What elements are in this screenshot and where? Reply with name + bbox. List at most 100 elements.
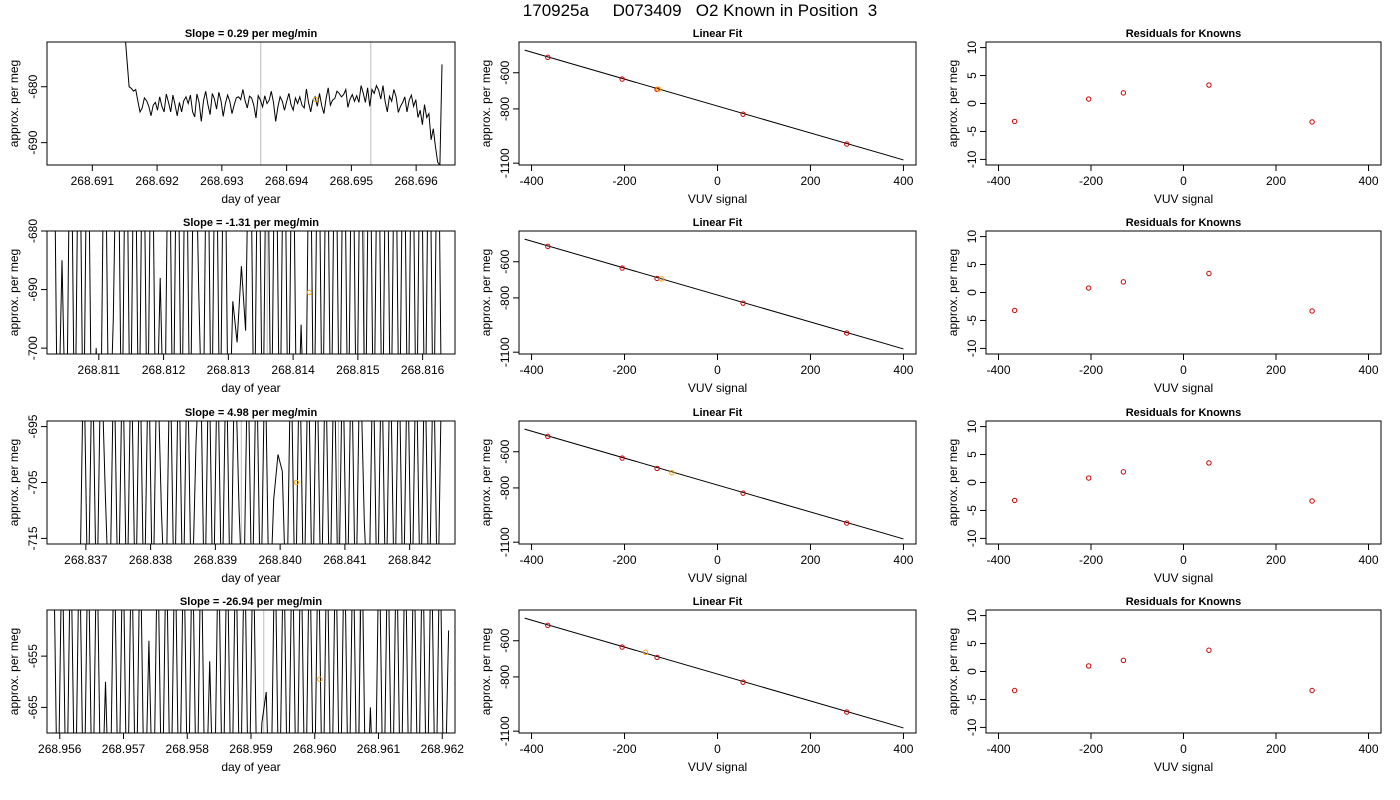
x-axis-label: VUV signal <box>688 192 747 206</box>
x-tick-label: 268.814 <box>271 363 315 377</box>
panel-2-3: Residuals for Knowns -400 -200 0 200 400 -10 -5… <box>946 217 1382 395</box>
plot-area <box>1011 647 1315 694</box>
y-tick-label: -715 <box>26 526 40 550</box>
plot-area <box>524 238 904 350</box>
known-point <box>654 654 660 661</box>
known-point <box>545 243 551 250</box>
y-tick-label: -665 <box>26 695 40 719</box>
known-point <box>619 265 625 271</box>
x-tick-label: 268.839 <box>194 553 238 567</box>
plot-area <box>524 617 904 729</box>
x-tick-label: 268.956 <box>38 742 82 756</box>
panel-1-3: Residuals for Knowns -400 -200 0 200 400 -10 -5… <box>946 28 1382 206</box>
panel-2-2: Linear Fit -400 -200 0 200 400 -600 -800 -1100 VU… <box>479 217 917 395</box>
x-tick-label: 0 <box>1180 174 1187 188</box>
plot-area <box>1011 460 1315 504</box>
x-tick-label: 200 <box>1266 174 1286 188</box>
data-series-line <box>125 42 443 165</box>
x-tick-label: -200 <box>1079 363 1103 377</box>
panel-1-2: Linear Fit -400 -200 0 200 400 -600 -800 -1100 VU… <box>479 28 917 206</box>
y-tick-label: -680 <box>26 219 40 243</box>
known-point <box>1120 90 1127 96</box>
plot-area <box>1011 270 1315 314</box>
x-tick-label: 400 <box>1358 363 1378 377</box>
known-point <box>1011 118 1018 125</box>
x-tick-label: 268.837 <box>64 553 108 567</box>
y-tick-label: 10 <box>965 420 979 434</box>
y-tick-label: -600 <box>498 249 512 273</box>
panel-3-1: Slope = 4.98 per meg/min 268.837 268.838 26… <box>7 407 456 585</box>
plot-area <box>125 42 443 165</box>
plot-frame <box>985 230 1382 355</box>
y-tick-label: -705 <box>26 470 40 494</box>
y-axis-label: approx. per meg <box>479 439 493 526</box>
panel-title: Linear Fit <box>693 28 743 40</box>
plot-area <box>524 428 904 540</box>
x-tick-label: 268.694 <box>265 174 309 188</box>
y-tick-label: 0 <box>965 100 979 107</box>
known-point <box>1206 647 1212 653</box>
x-axis-label: day of year <box>221 381 280 395</box>
x-tick-label: -200 <box>1079 553 1103 567</box>
known-point <box>545 622 551 629</box>
y-tick-label: -600 <box>498 628 512 652</box>
x-tick-label: 400 <box>893 742 913 756</box>
x-tick-label: 200 <box>800 553 820 567</box>
fit-line <box>524 617 904 729</box>
y-tick-label: 10 <box>965 609 979 623</box>
sample-point <box>669 470 675 476</box>
x-tick-label: 268.961 <box>357 742 401 756</box>
y-axis-label: approx. per meg <box>479 249 493 336</box>
x-tick-label: -200 <box>613 363 637 377</box>
x-tick-label: 200 <box>800 742 820 756</box>
panel-title: Linear Fit <box>693 407 743 419</box>
known-point <box>1085 96 1092 102</box>
x-tick-label: 0 <box>1180 553 1187 567</box>
panel-2-1: Slope = -1.31 per meg/min 268.811 268.812 2… <box>7 217 456 395</box>
x-axis-label: day of year <box>221 571 280 585</box>
y-axis-label: approx. per meg <box>946 249 960 336</box>
x-tick-label: 268.815 <box>336 363 380 377</box>
x-tick-label: -200 <box>1079 742 1103 756</box>
y-tick-label: 5 <box>965 261 979 268</box>
panel-title: Linear Fit <box>693 217 743 229</box>
sample-point <box>642 649 649 656</box>
known-point <box>619 76 625 82</box>
x-tick-label: 0 <box>714 553 721 567</box>
y-tick-label: 5 <box>965 640 979 647</box>
y-tick-label: -10 <box>965 339 979 357</box>
known-point <box>1085 285 1092 291</box>
panel-title: Linear Fit <box>693 596 743 608</box>
y-tick-label: 10 <box>965 230 979 244</box>
y-tick-label: -800 <box>498 286 512 310</box>
y-axis-label: approx. per meg <box>946 628 960 715</box>
x-tick-label: -400 <box>986 174 1010 188</box>
y-tick-label: 5 <box>965 72 979 79</box>
x-tick-label: 400 <box>893 553 913 567</box>
plot-frame <box>985 41 1382 166</box>
x-tick-label: 268.695 <box>330 174 374 188</box>
y-tick-label: 10 <box>965 41 979 55</box>
known-point <box>619 455 625 461</box>
y-tick-label: -700 <box>26 336 40 360</box>
x-tick-label: 400 <box>1358 742 1378 756</box>
x-tick-label: -200 <box>613 553 637 567</box>
known-point <box>1120 469 1127 475</box>
x-tick-label: 268.691 <box>71 174 115 188</box>
sample-marker <box>313 96 319 103</box>
x-tick-label: -400 <box>520 742 544 756</box>
x-tick-label: 268.696 <box>394 174 438 188</box>
plot-frame <box>985 609 1382 734</box>
x-tick-label: 400 <box>1358 174 1378 188</box>
sample-point <box>659 276 665 282</box>
x-tick-label: -400 <box>986 553 1010 567</box>
x-axis-label: VUV signal <box>1154 760 1213 774</box>
x-tick-label: 400 <box>1358 553 1378 567</box>
known-point <box>740 490 746 496</box>
fit-line <box>524 49 904 161</box>
known-point <box>619 644 625 650</box>
known-point <box>1085 475 1092 481</box>
plot-area <box>524 49 904 161</box>
x-tick-label: 268.693 <box>200 174 244 188</box>
known-point <box>740 679 746 685</box>
